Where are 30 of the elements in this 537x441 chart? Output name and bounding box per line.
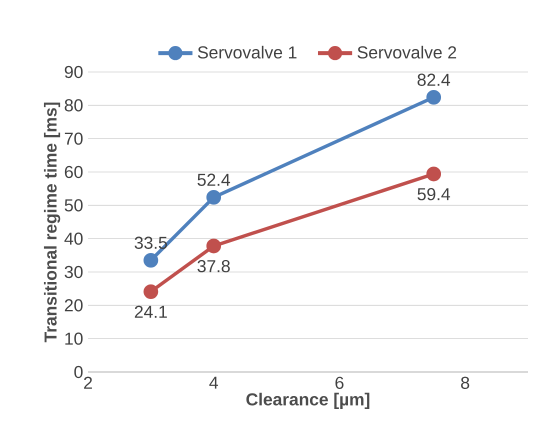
point	[206, 190, 222, 205]
data-label: 82.4	[418, 74, 450, 86]
y-tick-label: 30	[64, 266, 83, 278]
y-tick-label: 50	[64, 199, 83, 212]
point	[426, 90, 442, 105]
point	[206, 238, 222, 254]
x-tick-label: 2	[84, 376, 92, 389]
y-tick-label: 0	[74, 366, 83, 378]
data-label: 59.4	[418, 188, 450, 200]
y-tick-label: 40	[64, 232, 83, 245]
y-tick-label: 60	[64, 166, 83, 178]
data-label: 33.5	[134, 236, 167, 249]
data-label: 24.1	[134, 306, 167, 318]
legend-label: Servovalve 2	[358, 46, 456, 59]
data-label: 37.8	[198, 260, 230, 272]
data-label: 52.4	[198, 174, 230, 186]
legend-label: Servovalve 1	[198, 46, 296, 59]
x-tick-label: 6	[335, 376, 344, 389]
y-tick-label: 90	[64, 66, 83, 78]
y-axis-title: Transitional regime time [ms]	[44, 102, 60, 342]
y-tick-label: 10	[65, 332, 83, 345]
point	[426, 166, 442, 182]
y-tick-label: 70	[64, 132, 83, 145]
x-tick-label: 4	[209, 376, 218, 389]
x-tick-label: 8	[461, 376, 470, 389]
x-axis-title: Clearance [µm]	[246, 392, 370, 409]
point	[144, 252, 158, 268]
y-tick-label: 80	[64, 99, 83, 112]
y-tick-label: 20	[64, 299, 83, 312]
point	[144, 284, 158, 299]
